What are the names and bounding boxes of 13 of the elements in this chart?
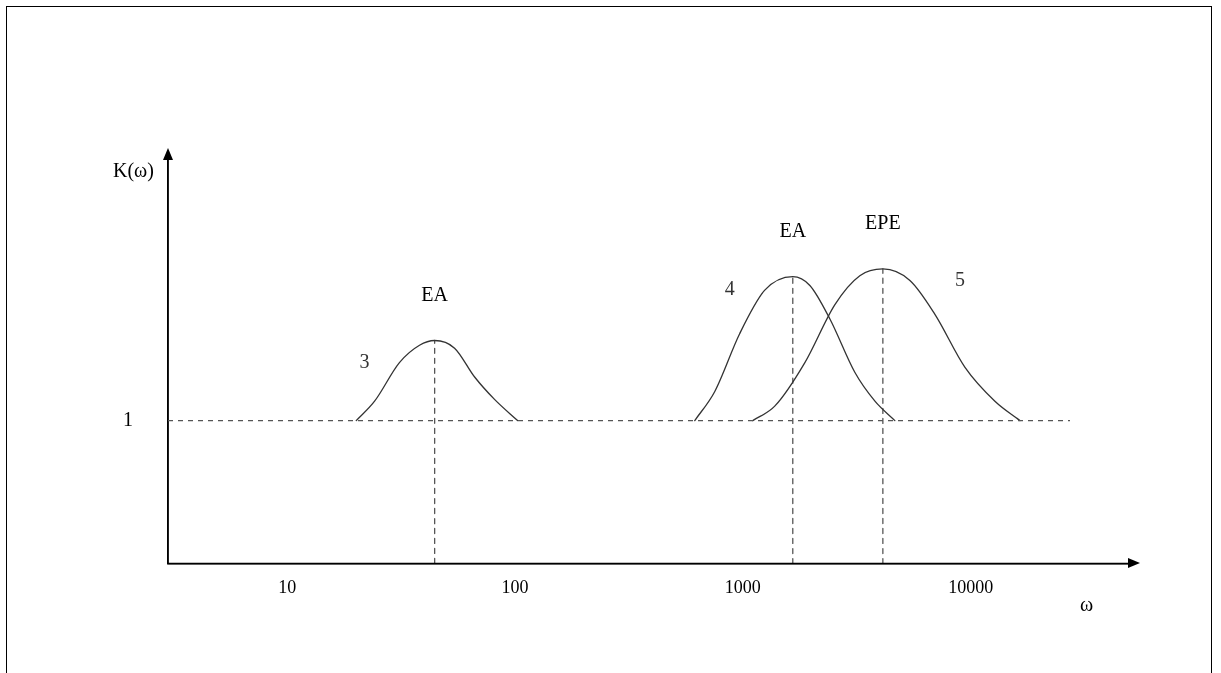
y-axis-title: K(ω) [113, 159, 154, 183]
x-axis-title: ω [1080, 592, 1094, 615]
annotation: EPE [865, 211, 901, 234]
x-tick-label: 10 [278, 576, 297, 597]
x-tick-label: 1000 [724, 576, 761, 597]
annotation: EA [779, 218, 807, 241]
series-label: 3 [359, 349, 370, 372]
x-tick-label: 10000 [948, 576, 994, 597]
text: 1 [123, 407, 133, 430]
series-label: 4 [724, 277, 735, 300]
series-label: 5 [954, 267, 965, 290]
annotation: EA [421, 282, 449, 305]
x-tick-label: 100 [501, 576, 529, 597]
